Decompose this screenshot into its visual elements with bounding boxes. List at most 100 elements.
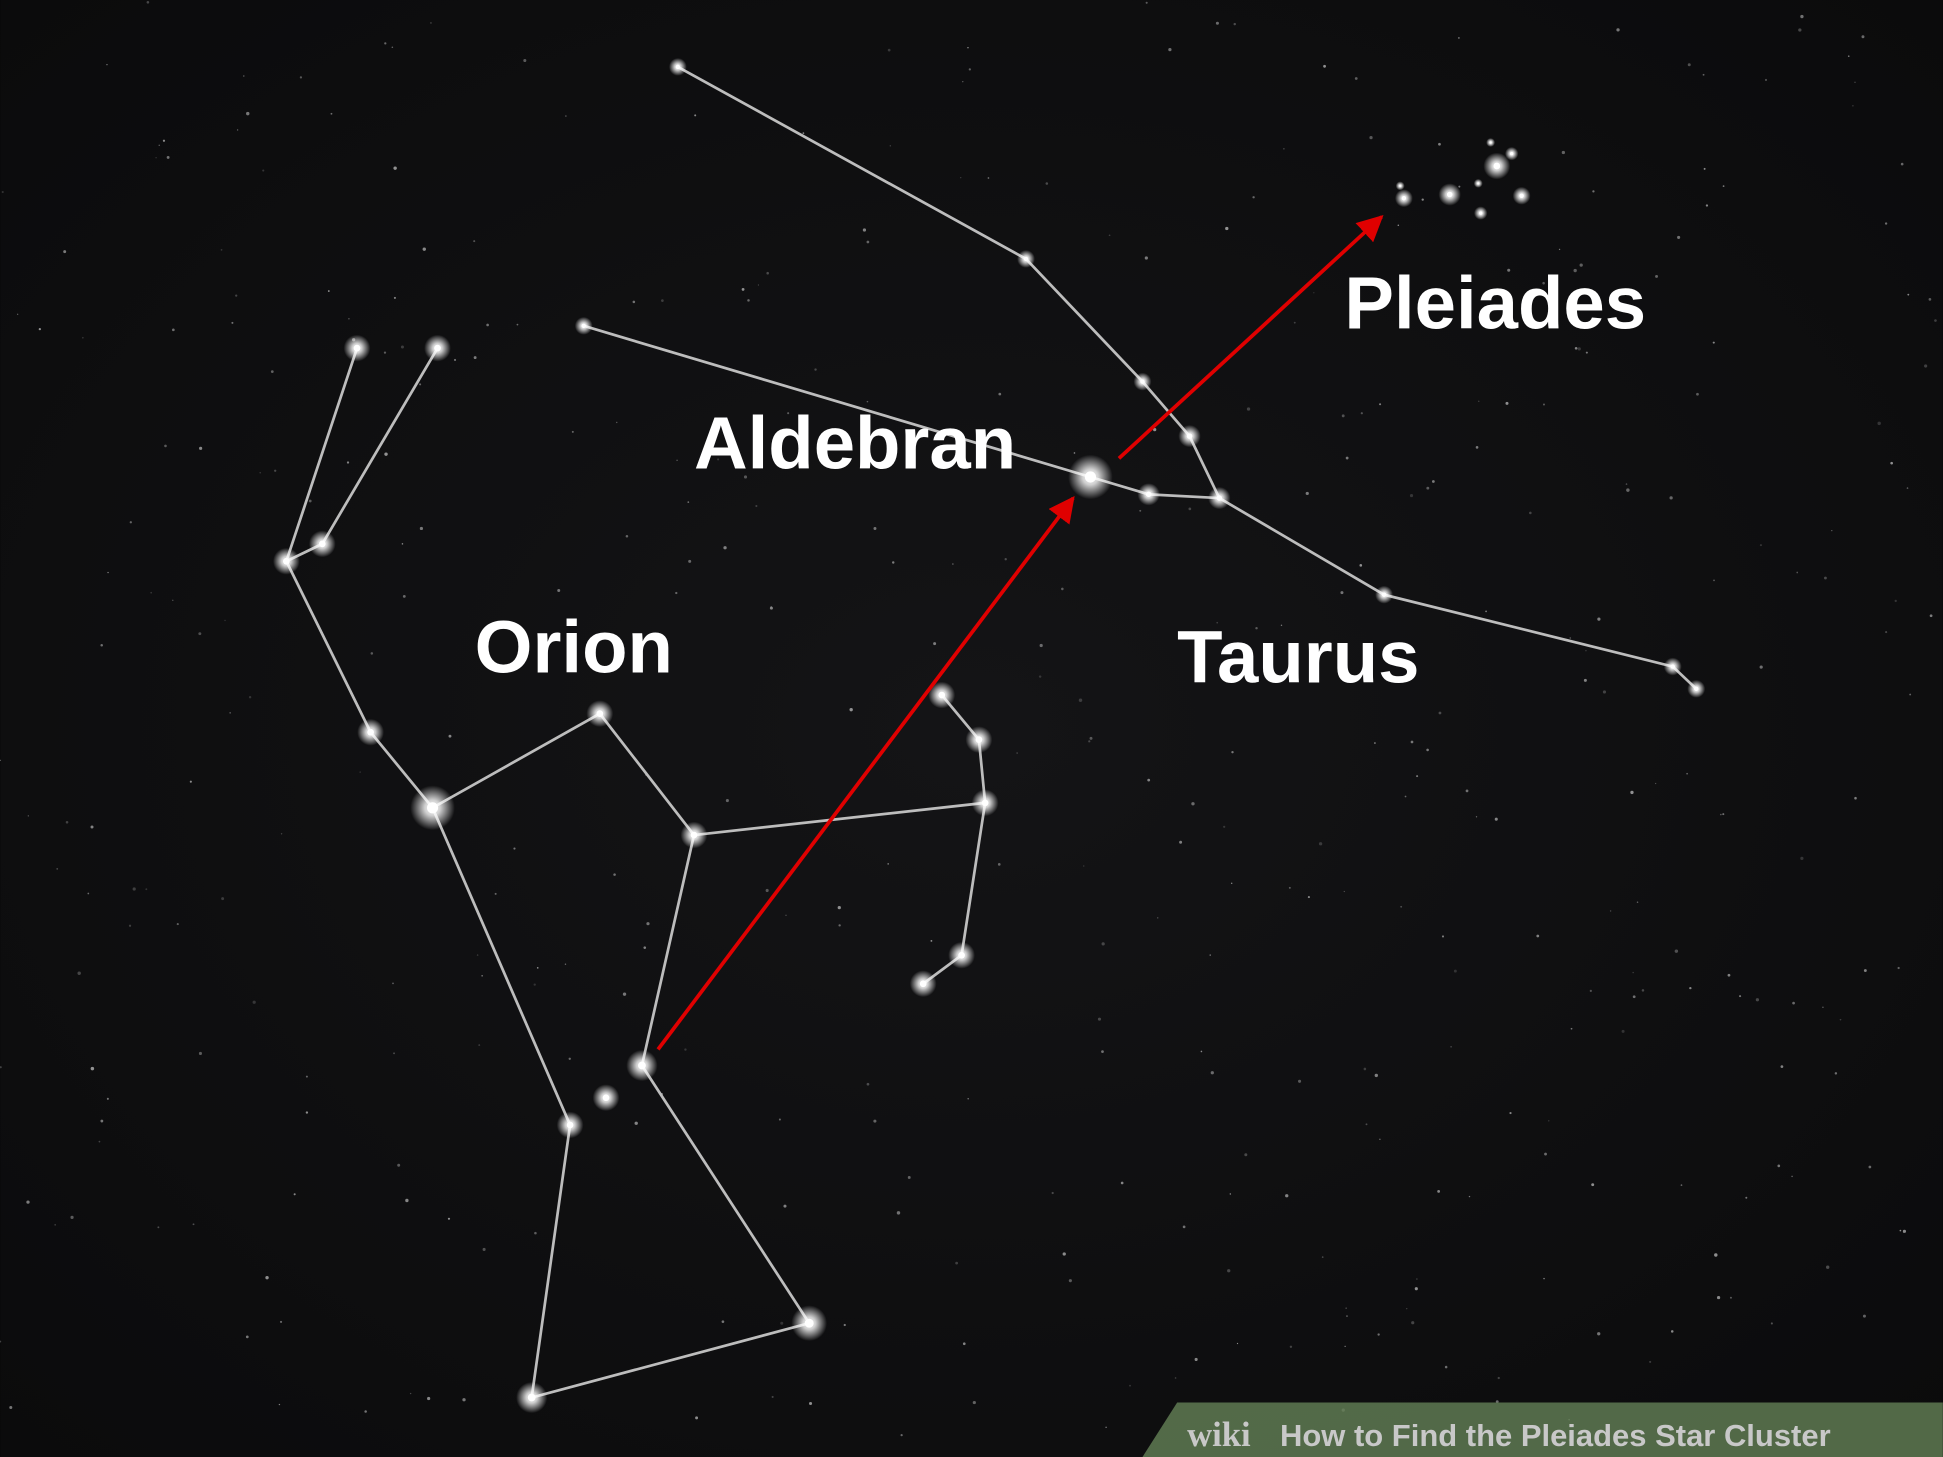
- star: [1716, 1295, 1721, 1300]
- star: [1636, 901, 1639, 903]
- star: [1478, 400, 1480, 402]
- star: [199, 446, 203, 450]
- star: [162, 139, 166, 142]
- star: [1694, 686, 1699, 692]
- star: [1147, 778, 1151, 782]
- star: [785, 914, 787, 917]
- star: [447, 1217, 451, 1220]
- star: [1101, 942, 1105, 946]
- star: [1714, 1253, 1718, 1257]
- star: [962, 81, 964, 83]
- star: [1153, 428, 1157, 432]
- star: [1346, 1315, 1348, 1318]
- star: [933, 642, 937, 646]
- star: [1343, 890, 1345, 893]
- star: [393, 1052, 395, 1055]
- star: [1255, 626, 1258, 630]
- star: [616, 421, 618, 424]
- star: [106, 63, 108, 66]
- star: [1570, 1027, 1573, 1030]
- star: [1359, 564, 1363, 567]
- star: [224, 619, 226, 622]
- star: [814, 368, 817, 371]
- star: [293, 1193, 296, 1196]
- star: [1655, 274, 1658, 278]
- star: [975, 736, 983, 743]
- star: [1410, 740, 1414, 744]
- star: [1305, 491, 1309, 496]
- star: [1544, 1152, 1547, 1156]
- star: [405, 1198, 409, 1203]
- star: [419, 383, 422, 386]
- star: [1313, 292, 1315, 294]
- star: [132, 887, 136, 891]
- star: [481, 975, 483, 977]
- star: [1157, 917, 1159, 919]
- star: [1868, 1165, 1872, 1169]
- star: [566, 1121, 574, 1129]
- star: [1298, 1079, 1302, 1083]
- star: [907, 1176, 911, 1179]
- star: [1689, 986, 1692, 990]
- star: [430, 22, 432, 24]
- star: [384, 42, 387, 45]
- star: [1191, 802, 1195, 806]
- star: [0, 1066, 2, 1069]
- star: [1360, 412, 1363, 415]
- star: [1791, 1175, 1793, 1178]
- star: [1899, 1229, 1902, 1232]
- star: [1068, 1279, 1072, 1283]
- star: [516, 323, 519, 326]
- star: [1777, 1164, 1781, 1168]
- star: [482, 1247, 486, 1251]
- star: [1510, 151, 1514, 156]
- star: [397, 1163, 401, 1167]
- star: [248, 696, 252, 699]
- star: [804, 1318, 814, 1328]
- star: [1307, 896, 1310, 899]
- star: [198, 1051, 202, 1055]
- star: [1616, 28, 1620, 32]
- star: [1585, 649, 1587, 652]
- star: [16, 313, 19, 316]
- star: [270, 370, 274, 373]
- star: [1632, 971, 1634, 974]
- star: [741, 287, 745, 291]
- arrow: [1117, 215, 1384, 460]
- star: [1597, 617, 1601, 621]
- star: [1577, 347, 1581, 351]
- star: [1800, 14, 1804, 19]
- star: [87, 892, 90, 895]
- star: [1759, 544, 1762, 547]
- star: [695, 1416, 699, 1420]
- star: [246, 111, 250, 116]
- star: [299, 76, 303, 79]
- star: [1186, 433, 1193, 439]
- star: [1621, 1029, 1625, 1033]
- star: [77, 971, 81, 975]
- star: [1479, 211, 1483, 215]
- star: [1686, 772, 1688, 775]
- star: [1641, 989, 1645, 992]
- star: [1839, 1018, 1842, 1021]
- star: [1677, 235, 1681, 239]
- star: [780, 1321, 784, 1325]
- star: [63, 250, 67, 254]
- star: [1061, 587, 1064, 591]
- star: [536, 966, 539, 969]
- star: [1345, 456, 1349, 460]
- star: [1727, 973, 1731, 977]
- star: [1780, 1065, 1784, 1068]
- star: [409, 1392, 412, 1395]
- star: [1340, 591, 1344, 595]
- star: [967, 46, 969, 49]
- star: [1341, 414, 1345, 418]
- star: [1680, 1184, 1683, 1187]
- star: [1215, 21, 1219, 25]
- star: [1144, 256, 1148, 260]
- star: [145, 888, 148, 891]
- star: [533, 983, 536, 986]
- star: [1101, 1050, 1104, 1053]
- star: [1216, 621, 1219, 624]
- star: [106, 1097, 109, 1100]
